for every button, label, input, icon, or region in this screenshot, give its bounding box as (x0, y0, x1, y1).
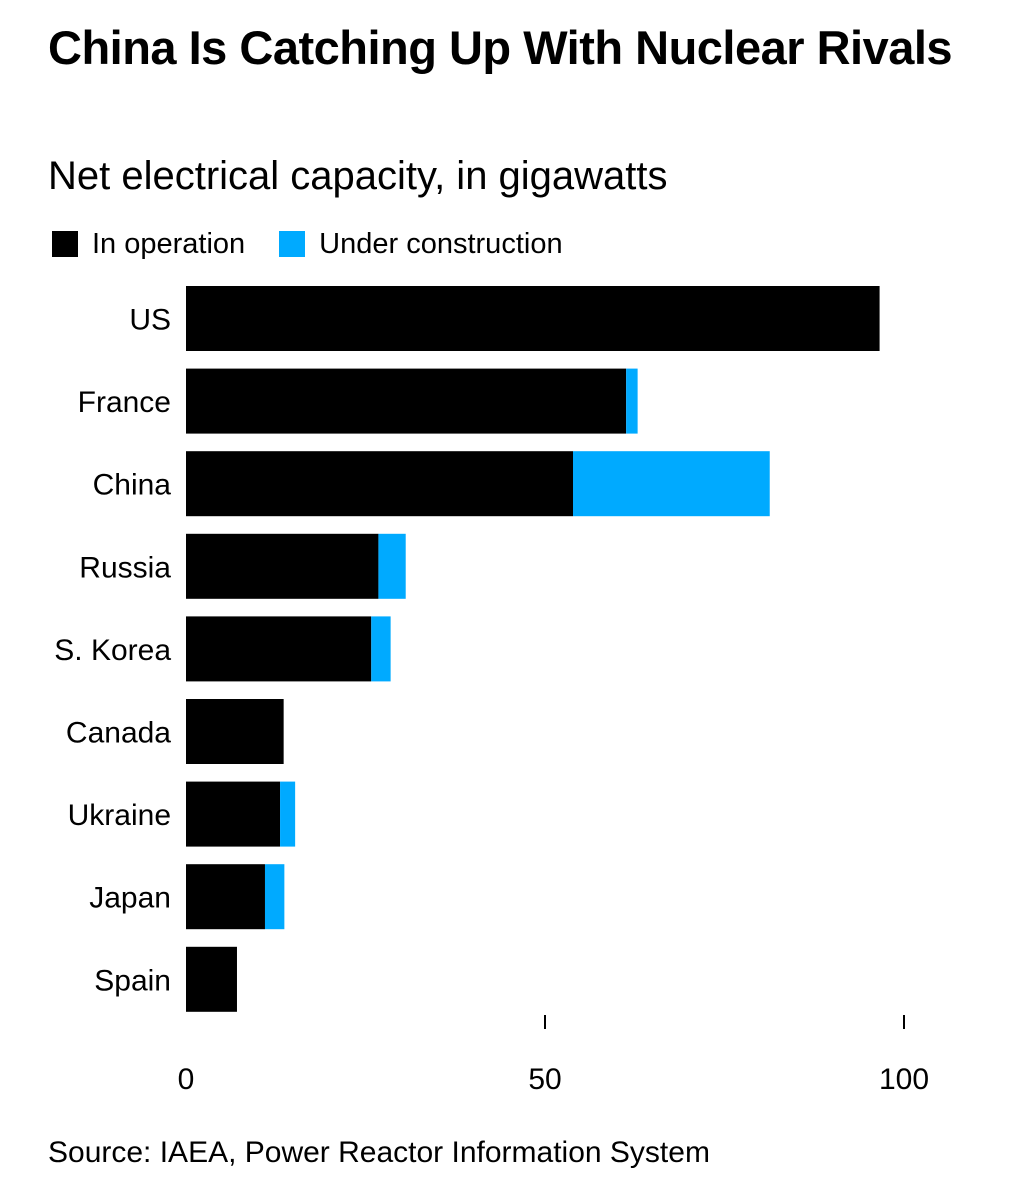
bar-spain-in-operation (186, 946, 237, 1012)
legend: In operation Under construction (52, 224, 597, 264)
bar-ukraine-under-construction (280, 781, 296, 847)
category-label-canada: Canada (66, 717, 171, 750)
bar-ukraine-in-operation (186, 781, 281, 847)
bar-china-in-operation (186, 451, 574, 517)
bar-france-in-operation (186, 368, 627, 434)
chart-subtitle: Net electrical capacity, in gigawatts (48, 154, 668, 198)
bar-china-under-construction (573, 451, 770, 517)
bar-russia-in-operation (186, 533, 379, 599)
legend-swatch-under-construction (279, 231, 306, 257)
bar-s-korea-in-operation (186, 616, 372, 682)
bar-chart: US France China Russia S. Korea Canada Ukraine… (54, 286, 929, 1096)
x-tick-label-50: 50 (528, 1063, 561, 1096)
bar-s-korea-under-construction (371, 616, 391, 682)
category-label-s-korea: S. Korea (54, 634, 171, 667)
category-label-france: France (78, 386, 171, 419)
category-label-us: US (129, 304, 171, 337)
category-label-japan: Japan (89, 882, 171, 915)
bar-france-under-construction (626, 368, 638, 434)
legend-label-in-operation: In operation (92, 227, 246, 260)
legend-item-in-operation: In operation (52, 228, 245, 261)
legend-label-under-construction: Under construction (319, 227, 563, 260)
bar-canada-in-operation (186, 699, 284, 764)
x-tick-label-0: 0 (178, 1063, 195, 1096)
bar-russia-under-construction (378, 533, 406, 599)
bar-us-in-operation (186, 286, 880, 351)
x-tick-label-100: 100 (879, 1063, 929, 1096)
source-note: Source: IAEA, Power Reactor Information … (48, 1136, 710, 1169)
category-label-russia: Russia (79, 551, 171, 584)
bar-japan-under-construction (264, 864, 285, 930)
category-label-spain: Spain (94, 964, 171, 997)
legend-swatch-in-operation (52, 231, 78, 257)
bar-japan-in-operation (186, 864, 265, 930)
category-label-china: China (93, 469, 172, 502)
chart-title: China Is Catching Up With Nuclear Rivals (48, 21, 953, 74)
legend-item-under-construction: Under construction (279, 227, 563, 261)
category-label-ukraine: Ukraine (68, 799, 171, 832)
